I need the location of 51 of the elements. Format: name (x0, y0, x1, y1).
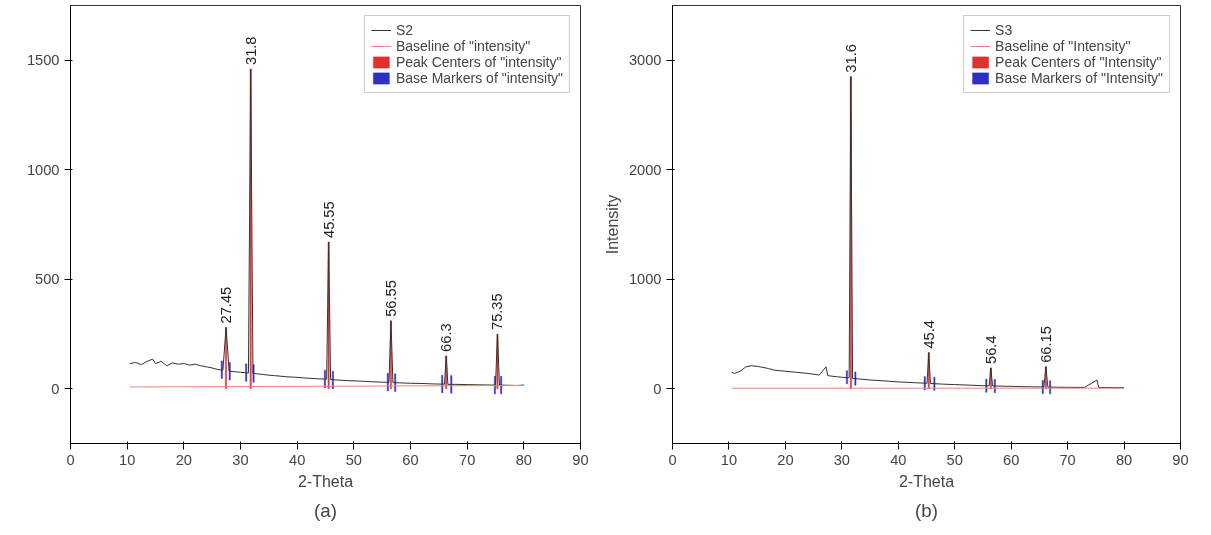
annotation: 31.8 (242, 36, 259, 66)
x-tick-label: 70 (459, 451, 476, 468)
y-axis-title: Intensity (603, 194, 621, 255)
x-tick-label: 30 (232, 451, 249, 468)
x-tick-label: 90 (1172, 451, 1189, 468)
y-tick-label: 1500 (26, 52, 60, 69)
annotation: 27.45 (218, 286, 235, 324)
legend-label: Baseline of "intensity" (395, 38, 531, 54)
y-tick-label: 3000 (628, 52, 662, 69)
annotation: 45.4 (920, 320, 937, 349)
x-tick-label: 60 (402, 451, 419, 468)
y-tick-label: 1000 (628, 271, 662, 288)
legend-label: S2 (395, 22, 414, 38)
x-tick-label: 50 (345, 451, 362, 468)
x-tick-label: 10 (119, 451, 136, 468)
x-tick-label: 40 (890, 451, 907, 468)
annotation: 31.6 (842, 44, 859, 73)
annotation: 45.55 (320, 201, 337, 239)
x-tick-label: 30 (833, 451, 850, 468)
text: (b) (915, 499, 938, 521)
y-tick-label: 0 (653, 380, 662, 397)
annotation: 56.55 (382, 280, 399, 317)
annotation: 66.15 (1037, 326, 1054, 363)
x-tick-label: 20 (777, 451, 794, 468)
x-tick-label: 20 (175, 451, 192, 468)
x-tick-label: 50 (946, 451, 963, 468)
annotation: 56.4 (982, 335, 999, 364)
x-tick-label: 90 (572, 451, 589, 468)
x-tick-label: 80 (515, 451, 532, 468)
legend-label: Peak Centers of "intensity" (395, 54, 562, 70)
annotation: 75.35 (489, 293, 506, 330)
legend-label: S3 (995, 22, 1014, 38)
legend-label: Peak Centers of "Intensity" (995, 54, 1162, 70)
y-tick-label: 2000 (628, 161, 662, 178)
x-tick-label: 0 (668, 451, 677, 468)
legend-label: Base Markers of "intensity" (395, 70, 563, 86)
x-tick-label: 80 (1115, 451, 1133, 468)
x-tick-label: 70 (1059, 451, 1076, 468)
x-axis-title: 2-Theta (297, 472, 354, 490)
y-tick-label: 0 (51, 380, 60, 397)
x-tick-label: 0 (66, 451, 75, 468)
x-tick-label: 40 (289, 451, 306, 468)
x-axis-title: 2-Theta (898, 472, 955, 490)
text: (a) (314, 499, 337, 521)
y-tick-label: 1000 (26, 161, 60, 178)
legend-label: Baseline of "Intensity" (995, 38, 1131, 54)
x-tick-label: 10 (720, 451, 738, 468)
y-tick-label: 500 (35, 271, 60, 288)
annotation: 66.3 (438, 323, 455, 352)
x-tick-label: 60 (1003, 451, 1020, 468)
legend-label: Base Markers of "Intensity" (995, 70, 1163, 86)
